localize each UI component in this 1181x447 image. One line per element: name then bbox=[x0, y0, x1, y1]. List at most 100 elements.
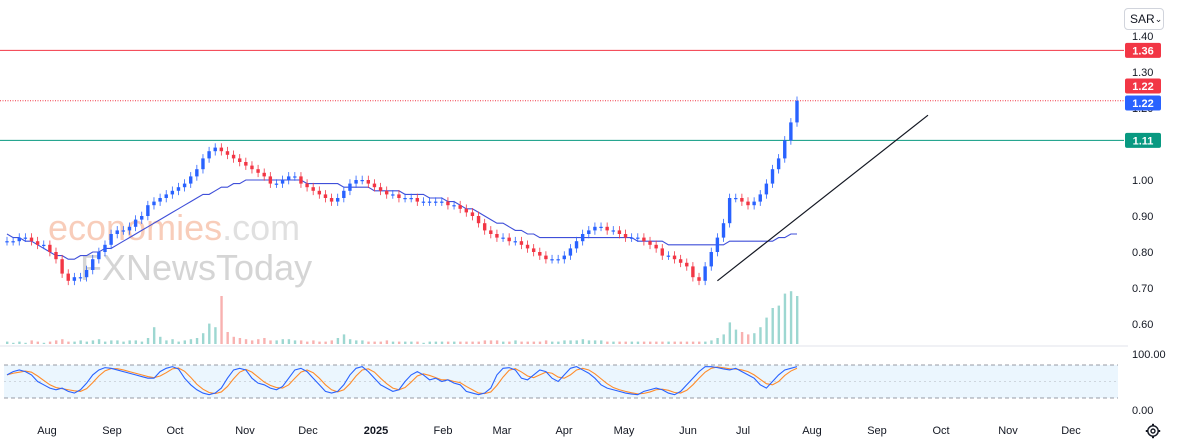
price-tick-label: 1.40 bbox=[1132, 31, 1153, 43]
volume-bar bbox=[624, 341, 627, 344]
settings-gear-icon[interactable] bbox=[1145, 423, 1161, 439]
time-tick-label: Sep bbox=[102, 425, 122, 437]
candle-body bbox=[329, 198, 334, 202]
volume-bar bbox=[79, 340, 82, 344]
volume-bar bbox=[330, 340, 333, 344]
candle-body bbox=[403, 198, 407, 200]
price-axis[interactable]: 1.401.301.201.000.900.800.700.60 bbox=[1132, 31, 1153, 331]
volume-bar bbox=[244, 339, 248, 344]
candle-body bbox=[164, 194, 168, 198]
watermark: economies.com FXNewsToday bbox=[48, 207, 312, 288]
candle-body bbox=[703, 266, 707, 281]
price-badge bbox=[1125, 132, 1161, 148]
oscillator-d-line bbox=[6, 366, 798, 395]
level-lines bbox=[0, 49, 1124, 141]
volume-bar bbox=[636, 341, 640, 344]
volume-bar bbox=[679, 341, 683, 344]
candle-body bbox=[293, 176, 297, 178]
candle-body bbox=[452, 205, 456, 207]
volume-bar bbox=[465, 341, 468, 344]
trend-line[interactable] bbox=[717, 114, 929, 282]
volume-bar bbox=[759, 327, 762, 344]
candle-body bbox=[244, 162, 248, 166]
oscillator-axis[interactable]: 100.00 0.00 bbox=[1132, 349, 1166, 417]
volume-bar bbox=[122, 341, 125, 344]
trend-line-segment[interactable] bbox=[717, 114, 929, 282]
candle-body bbox=[372, 183, 377, 188]
volume-bar bbox=[404, 341, 407, 344]
candle-body bbox=[550, 259, 554, 261]
volume-bar bbox=[440, 341, 444, 344]
volume-bars bbox=[6, 291, 799, 344]
candle-body bbox=[648, 241, 652, 245]
currency-label: SAR bbox=[1130, 12, 1155, 26]
candle-body bbox=[752, 201, 756, 206]
volume-bar bbox=[61, 339, 64, 344]
oscillator-k-line bbox=[6, 366, 798, 396]
candle-body bbox=[195, 169, 199, 177]
volume-bar bbox=[299, 340, 303, 344]
volume-bar bbox=[630, 341, 634, 344]
volume-bar bbox=[544, 340, 548, 344]
price-tick-label: 0.80 bbox=[1132, 247, 1153, 259]
candle-body bbox=[109, 234, 113, 245]
time-tick-label: Oct bbox=[932, 425, 949, 437]
candle-body bbox=[495, 234, 499, 238]
volume-bar bbox=[618, 341, 621, 344]
candle-body bbox=[213, 147, 217, 152]
volume-bar bbox=[704, 341, 707, 344]
moving-average bbox=[6, 179, 797, 260]
time-tick-label: Feb bbox=[434, 425, 453, 437]
volume-bar bbox=[257, 339, 260, 344]
time-axis[interactable]: Aug Sep Oct Nov Dec 2025 Feb Mar Apr May Jun Jul Aug… bbox=[37, 425, 1081, 437]
candle-body bbox=[397, 194, 401, 198]
volume-bar bbox=[67, 341, 70, 344]
candle-body bbox=[513, 241, 517, 243]
volume-bar bbox=[263, 338, 266, 344]
candle-body bbox=[335, 198, 340, 202]
candle-body bbox=[531, 248, 536, 252]
candle-body bbox=[48, 244, 52, 252]
price-badge bbox=[1125, 42, 1161, 58]
volume-bar bbox=[765, 317, 768, 344]
candle-body bbox=[42, 244, 46, 246]
volume-bar bbox=[453, 341, 456, 344]
candle-body bbox=[654, 244, 658, 249]
volume-bar bbox=[208, 323, 211, 344]
time-tick-label: Dec bbox=[298, 425, 318, 437]
candle-body bbox=[617, 230, 622, 234]
volume-bar bbox=[250, 340, 254, 344]
volume-bar bbox=[655, 341, 658, 344]
volume-bar bbox=[336, 338, 340, 344]
volume-bar bbox=[232, 336, 235, 344]
volume-bar bbox=[397, 341, 401, 344]
volume-bar bbox=[716, 338, 719, 344]
candle-body bbox=[538, 252, 542, 256]
volume-bar bbox=[36, 341, 40, 344]
volume-bar bbox=[140, 341, 144, 344]
candle-body bbox=[207, 151, 211, 159]
currency-selector[interactable]: SAR ⌄ bbox=[1124, 8, 1164, 30]
volume-bar bbox=[796, 296, 799, 344]
volume-bar bbox=[195, 338, 199, 344]
volume-bar bbox=[391, 341, 395, 344]
volume-bar bbox=[722, 334, 725, 344]
volume-bar bbox=[42, 342, 46, 344]
volume-bar bbox=[710, 340, 713, 344]
price-badge bbox=[1125, 78, 1161, 94]
volume-bar bbox=[777, 305, 781, 344]
volume-bar bbox=[563, 340, 566, 344]
candle-body bbox=[348, 183, 352, 191]
volume-bar bbox=[324, 341, 327, 344]
candle-body bbox=[721, 223, 726, 238]
volume-bar bbox=[789, 291, 793, 344]
volume-bar bbox=[159, 336, 162, 344]
candle-body bbox=[54, 252, 58, 260]
volume-bar bbox=[593, 340, 597, 344]
candle-body bbox=[11, 241, 15, 243]
volume-bar bbox=[642, 341, 646, 344]
volume-bar bbox=[30, 340, 33, 344]
candle-body bbox=[238, 158, 242, 162]
candle-body bbox=[342, 190, 346, 198]
